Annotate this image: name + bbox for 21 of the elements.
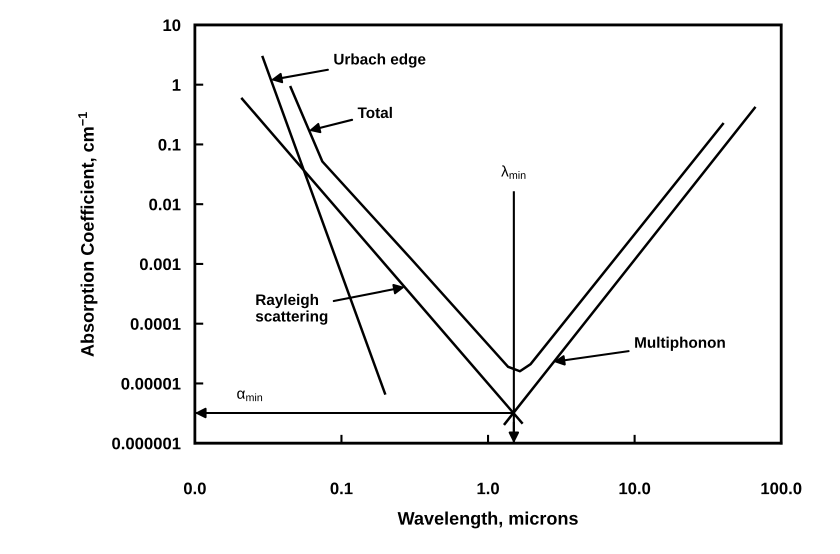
x-tick-label: 100.0 <box>761 482 802 494</box>
y-tick-label: 0.1 <box>158 138 181 151</box>
x-axis-title: Wavelength, microns <box>398 512 578 528</box>
ref-line-label: α$_{min}$ <box>237 390 262 402</box>
x-tick-label: 10.0 <box>619 482 650 494</box>
y-tick-label: 1 <box>172 79 181 91</box>
x-tick-label: 0.1 <box>330 482 353 494</box>
annotation: Multiphonon <box>635 336 725 351</box>
y-tick-label: 0.0001 <box>130 318 181 330</box>
x-tick-label: 0.0 <box>184 482 206 494</box>
y-tick-label: 0.001 <box>140 258 181 270</box>
x-tick-label: 1.0 <box>478 482 499 494</box>
y-tick-label: 0.00001 <box>121 378 181 390</box>
ref-line-label: λ$_{min}$ <box>501 165 526 179</box>
annotation: Urbach edge <box>334 53 426 68</box>
y-tick-label: 0.000001 <box>112 438 181 450</box>
y-tick-label: 0.01 <box>149 198 181 210</box>
y-tick-label: 10 <box>164 19 180 32</box>
annotation: Rayleigh scattering <box>256 294 328 325</box>
y-axis-title: Absorption Coefficient, cm$^{−1}$ <box>78 112 98 357</box>
annotation: Total <box>358 106 392 118</box>
